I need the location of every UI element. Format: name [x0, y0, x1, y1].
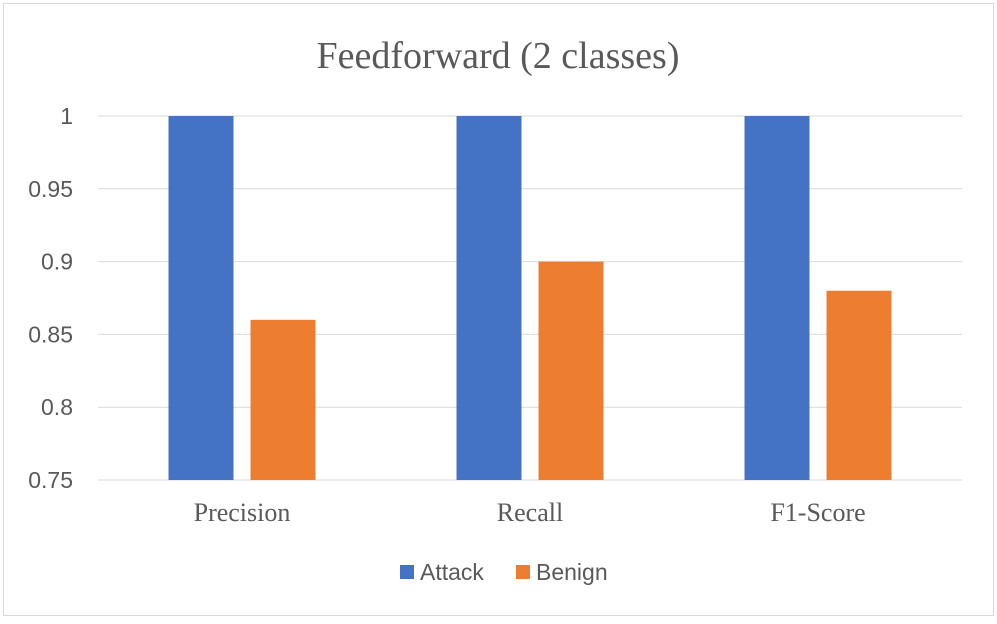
y-tick-label: 0.75 — [28, 467, 73, 493]
gridlines — [98, 115, 962, 481]
x-tick-label: Precision — [194, 498, 291, 527]
bar-attack-recall — [456, 116, 522, 480]
x-tick-label: F1-Score — [770, 498, 865, 527]
bar-attack-f1-score — [744, 116, 810, 480]
bar-benign-recall — [538, 261, 604, 480]
legend-label-benign: Benign — [536, 559, 608, 585]
bar-attack-precision — [168, 116, 234, 480]
bars — [168, 116, 892, 480]
y-tick-label: 0.8 — [41, 394, 73, 420]
y-tick-label: 0.9 — [41, 249, 73, 275]
legend-label-attack: Attack — [420, 559, 484, 585]
y-tick-label: 0.95 — [28, 176, 73, 202]
y-tick-label: 0.85 — [28, 321, 73, 347]
x-axis-tick-labels: Precision Recall F1-Score — [194, 498, 866, 527]
x-tick-label: Recall — [497, 498, 563, 527]
bar-benign-f1-score — [826, 290, 892, 480]
legend-swatch-benign — [516, 565, 530, 579]
y-tick-label: 1 — [60, 103, 73, 129]
chart-title: Feedforward (2 classes) — [317, 35, 680, 77]
y-axis-tick-labels: 0.75 0.8 0.85 0.9 0.95 1 — [28, 103, 73, 493]
legend: Attack Benign — [400, 559, 608, 585]
legend-swatch-attack — [400, 565, 414, 579]
bar-benign-precision — [250, 319, 316, 480]
